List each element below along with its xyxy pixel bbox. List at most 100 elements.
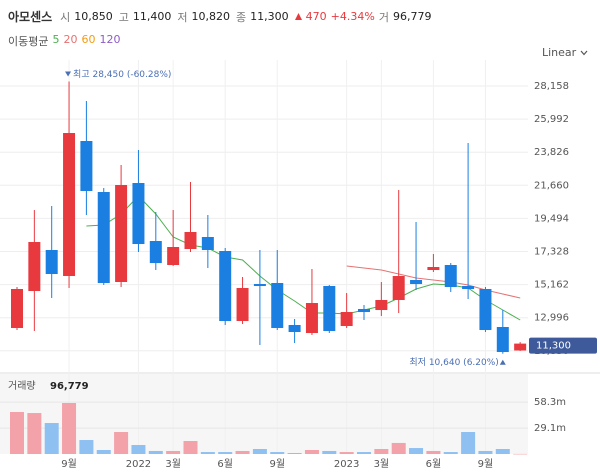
- y-tick-label: 25,992: [534, 114, 569, 125]
- x-tick-label: 2023: [334, 459, 359, 470]
- volume-title: 거래량: [8, 380, 36, 392]
- high-label: 고: [118, 10, 129, 24]
- volume-bar: [339, 452, 354, 454]
- y-tick-label: 21,660: [534, 180, 569, 191]
- volume-bar: [79, 440, 94, 454]
- x-tick-label: 3월: [165, 458, 181, 470]
- candle-body: [514, 343, 527, 351]
- candle-body: [149, 240, 162, 264]
- candle-body: [271, 283, 284, 328]
- change-percent: +4.34%: [330, 10, 375, 23]
- candle-body: [132, 183, 145, 245]
- chevron[interactable]: [580, 50, 588, 56]
- volume-bar: [44, 423, 59, 454]
- legend-entry: 20: [63, 33, 78, 46]
- volume-bar: [478, 450, 493, 454]
- header: 아모센스 시 10,850 고 11,400 저 10,820 종 11,300…: [8, 8, 433, 25]
- legend-entry: 5: [52, 33, 60, 46]
- x-tick-label: 2022: [126, 459, 151, 470]
- candle-body: [219, 250, 232, 321]
- volume-tick-label: 29.1m: [534, 423, 566, 434]
- candle-body: [97, 192, 110, 284]
- volume-bar: [513, 453, 528, 455]
- volume-tick-label: 58.3m: [534, 397, 566, 408]
- min-annotation: 최저 10,640 (6.20%): [409, 357, 498, 368]
- volume-bar: [10, 411, 24, 454]
- y-tick-label: 23,826: [534, 147, 569, 158]
- candle-body: [496, 326, 509, 352]
- volume-bar: [357, 452, 371, 454]
- volume-bar: [287, 453, 302, 454]
- max-marker: [65, 71, 72, 77]
- candle-body: [80, 141, 93, 192]
- volume-bar: [391, 442, 406, 454]
- max-annotation: 최고 28,450 (-60.28%): [73, 69, 171, 80]
- scale-button[interactable]: Linear: [542, 46, 588, 59]
- min-marker: [499, 359, 506, 365]
- x-tick-label: 6월: [426, 458, 442, 470]
- volume-label: 거: [378, 10, 389, 24]
- high-value: 11,400: [132, 10, 172, 23]
- y-tick-label: 17,328: [534, 246, 569, 257]
- last-price-label: 11,300: [536, 341, 571, 352]
- x-tick-label: 9월: [269, 458, 285, 470]
- candle-body: [375, 299, 388, 311]
- volume-bar: [27, 413, 42, 454]
- candle-body: [115, 185, 128, 282]
- candle-body: [323, 286, 336, 332]
- volume-bar: [96, 449, 111, 454]
- ma-legend: 이동평균 5 20 60 120: [8, 33, 120, 49]
- candle-body: [11, 288, 23, 328]
- candle-body: [462, 286, 475, 289]
- volume-bar: [218, 452, 233, 454]
- x-tick-label: 9월: [61, 458, 77, 470]
- y-tick-label: 19,494: [534, 213, 569, 224]
- candle-body: [28, 242, 41, 291]
- candle-body: [358, 308, 370, 313]
- close-value: 11,300: [250, 10, 289, 23]
- candle-body: [63, 133, 76, 276]
- scale-label[interactable]: Linear: [542, 46, 577, 59]
- candle-body: [45, 249, 58, 275]
- open-value: 10,850: [74, 10, 113, 23]
- candle-body: [340, 312, 353, 327]
- volume-bar: [235, 450, 250, 454]
- volume-bar: [270, 452, 285, 454]
- y-tick-label: 28,158: [534, 81, 569, 92]
- volume-bar: [495, 449, 510, 454]
- ma-title: 이동평균: [8, 35, 49, 48]
- x-tick-label: 3월: [374, 458, 390, 470]
- volume-bar: [200, 452, 215, 454]
- candle-body: [305, 303, 318, 334]
- candle-body: [253, 283, 266, 287]
- volume-bar: [148, 450, 163, 454]
- volume-bar: [252, 449, 267, 454]
- volume-bar: [131, 445, 146, 454]
- change-value: 470: [305, 10, 327, 23]
- volume-title-value: 96,779: [50, 381, 89, 392]
- volume-bar: [322, 450, 337, 454]
- x-tick-label: 6월: [217, 458, 233, 470]
- candle-body: [184, 231, 197, 250]
- up-arrow: [294, 13, 302, 20]
- y-tick-label: 12,996: [534, 313, 569, 324]
- y-tick-label: 15,162: [534, 280, 569, 291]
- volume-bar: [304, 449, 319, 454]
- volume-bar: [461, 432, 476, 454]
- volume-bar: [166, 450, 181, 454]
- stock-name: 아모센스: [8, 10, 53, 24]
- x-tick-label: 9월: [478, 458, 494, 470]
- candle-body: [392, 275, 405, 300]
- legend-entry: 60: [81, 33, 96, 46]
- candle-body: [479, 288, 492, 330]
- candle-body: [201, 236, 214, 250]
- legend-entry: 120: [99, 33, 121, 46]
- candle-body: [167, 247, 180, 266]
- close-label: 종: [236, 10, 247, 24]
- volume-bar: [183, 441, 198, 454]
- candle-body: [444, 265, 457, 288]
- candle-body: [427, 267, 440, 271]
- candle-body: [236, 288, 249, 321]
